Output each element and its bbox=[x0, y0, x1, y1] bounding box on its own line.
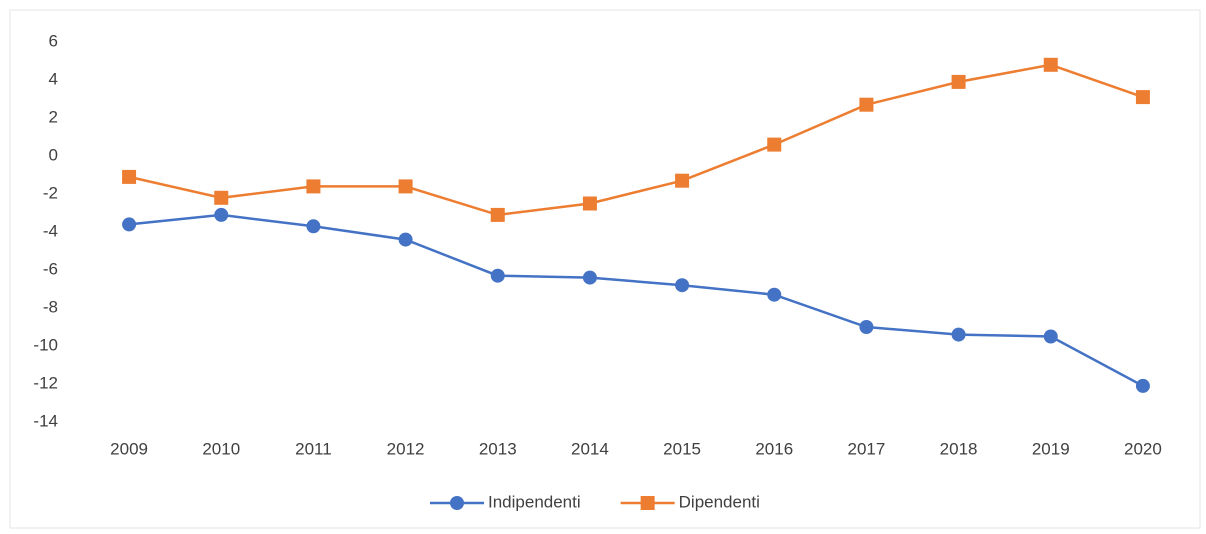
x-tick-label: 2016 bbox=[755, 439, 793, 458]
data-point bbox=[306, 179, 321, 194]
x-tick-label: 2017 bbox=[848, 439, 886, 458]
data-point bbox=[859, 320, 874, 334]
y-tick-label: -12 bbox=[33, 373, 58, 392]
data-point bbox=[767, 287, 782, 302]
y-tick-label: -4 bbox=[43, 221, 58, 240]
x-tick-label: 2009 bbox=[110, 439, 148, 458]
x-tick-label: 2012 bbox=[387, 439, 425, 458]
data-point bbox=[951, 327, 966, 342]
data-point bbox=[1043, 57, 1058, 72]
data-point bbox=[490, 207, 505, 222]
data-point bbox=[214, 190, 229, 205]
data-point bbox=[490, 268, 505, 283]
y-tick-label: -10 bbox=[33, 335, 58, 354]
y-tick-label: 2 bbox=[49, 107, 58, 126]
x-tick-label: 2015 bbox=[663, 439, 701, 458]
x-tick-label: 2019 bbox=[1032, 439, 1070, 458]
data-point bbox=[122, 169, 137, 184]
y-tick-label: 0 bbox=[49, 145, 58, 164]
legend-label: Dipendenti bbox=[679, 492, 760, 511]
y-tick-label: -2 bbox=[43, 183, 58, 202]
x-tick-label: 2011 bbox=[295, 439, 332, 458]
x-tick-label: 2020 bbox=[1124, 439, 1162, 458]
data-point bbox=[398, 179, 413, 194]
series-line bbox=[128, 63, 1144, 217]
data-point bbox=[1043, 329, 1058, 344]
x-tick-label: 2018 bbox=[940, 439, 978, 458]
data-point bbox=[214, 207, 229, 222]
y-tick-label: -8 bbox=[43, 297, 58, 316]
y-tick-label: -14 bbox=[33, 411, 58, 430]
series-line bbox=[128, 213, 1144, 388]
data-point bbox=[122, 217, 137, 232]
data-point bbox=[675, 278, 690, 293]
data-point bbox=[398, 232, 413, 247]
data-point bbox=[1135, 378, 1150, 393]
x-tick-label: 2010 bbox=[202, 439, 240, 458]
data-point bbox=[859, 97, 874, 112]
data-point bbox=[951, 74, 966, 89]
legend-marker bbox=[450, 496, 464, 510]
data-point bbox=[582, 196, 597, 211]
data-point bbox=[306, 219, 321, 234]
legend-label: Indipendenti bbox=[488, 492, 581, 511]
data-point bbox=[1135, 90, 1150, 105]
y-tick-label: -6 bbox=[43, 259, 58, 278]
x-tick-label: 2014 bbox=[571, 439, 609, 458]
legend-marker bbox=[640, 496, 655, 510]
data-point bbox=[675, 173, 690, 188]
x-tick-label: 2013 bbox=[479, 439, 517, 458]
chart-frame bbox=[9, 9, 1201, 529]
y-tick-label: 4 bbox=[49, 69, 58, 88]
data-point bbox=[767, 137, 782, 152]
y-tick-label: 6 bbox=[49, 31, 58, 50]
data-point bbox=[582, 270, 597, 285]
